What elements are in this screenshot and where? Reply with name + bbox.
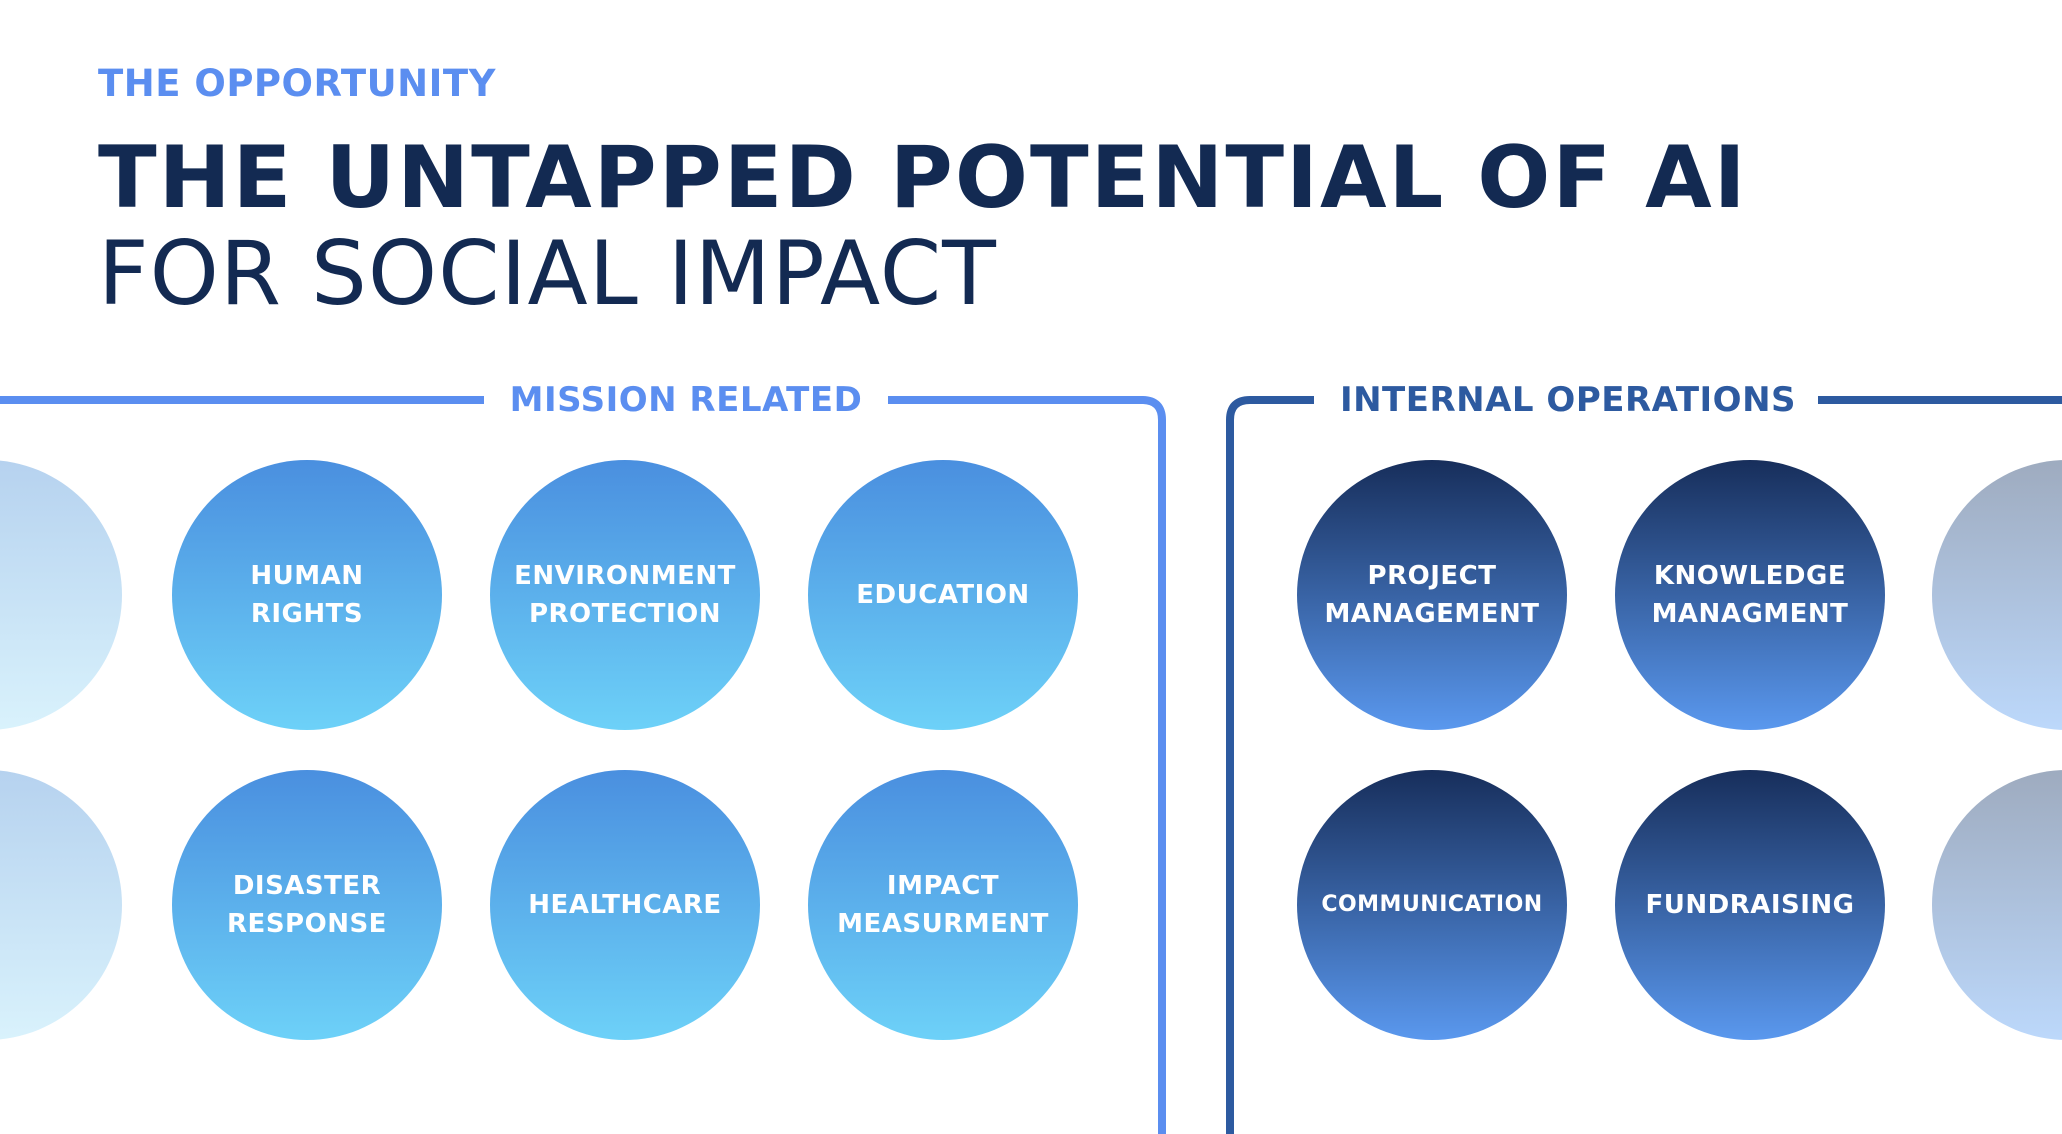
bubble-fundraising: FUNDRAISING [1615,770,1885,1040]
page-subtitle: FOR SOCIAL IMPACT [98,222,997,325]
eyebrow-label: THE OPPORTUNITY [98,62,496,105]
bubble-disaster-response: DISASTER RESPONSE [172,770,442,1040]
bubble-communication: COMMUNICATION [1297,770,1567,1040]
mission-frame-right-line [888,396,1166,1134]
mission-section-label: MISSION RELATED [509,380,863,420]
page-title: THE UNTAPPED POTENTIAL OF AI [98,128,1748,228]
bubble-healthcare: HEALTHCARE [490,770,760,1040]
bubble-project-management: PROJECT MANAGEMENT [1297,460,1567,730]
internal-frame-left-line [1226,396,1314,1134]
bubble-environment-protection: ENVIRONMENT PROTECTION [490,460,760,730]
bubble-human-rights: HUMAN RIGHTS [172,460,442,730]
internal-section-label: INTERNAL OPERATIONS [1339,380,1797,420]
bubble-impact-measurement: IMPACT MEASURMENT [808,770,1078,1040]
bubble-knowledge-management: KNOWLEDGE MANAGMENT [1615,460,1885,730]
bubble-education: EDUCATION [808,460,1078,730]
